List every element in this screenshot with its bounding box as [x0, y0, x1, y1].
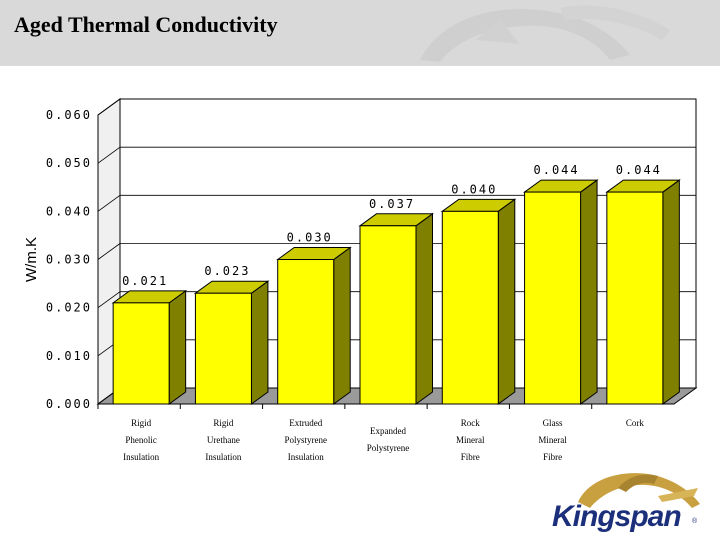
- x-tick-label: Rigid: [131, 418, 152, 428]
- x-tick-label: Cork: [626, 418, 645, 428]
- kingspan-wordmark: Kingspan: [552, 500, 682, 533]
- x-tick-label: Fibre: [461, 452, 480, 462]
- bar: [112, 302, 170, 405]
- y-tick-label: 0.060: [46, 108, 92, 122]
- bar-side: [662, 179, 680, 405]
- header-band: [0, 0, 720, 66]
- x-tick-label: Expanded: [370, 426, 406, 436]
- x-tick-label: Polystyrene: [284, 435, 327, 445]
- x-tick-label: Mineral: [538, 435, 567, 445]
- y-axis-label: W/m.K: [23, 237, 40, 282]
- x-tick-label: Rigid: [213, 418, 234, 428]
- x-tick-label: Insulation: [123, 452, 159, 462]
- x-tick-label: Rock: [461, 418, 480, 428]
- data-label: 0.021: [122, 274, 168, 288]
- bar: [606, 191, 664, 405]
- bar-side: [497, 198, 516, 405]
- x-tick-label: Insulation: [288, 452, 324, 462]
- bar-side: [250, 280, 269, 405]
- kingspan-lion-logo-icon: [578, 473, 700, 508]
- bar-side: [168, 289, 187, 405]
- bar-side: [333, 246, 351, 405]
- x-tick-label: Mineral: [456, 435, 485, 445]
- bar: [524, 191, 582, 405]
- bar: [277, 259, 335, 405]
- y-tick-label: 0.050: [46, 156, 92, 170]
- data-label: 0.037: [369, 197, 415, 211]
- thermal-conductivity-chart: 0.000 0.010 0.020 0.030 0.040 0.050 0.060 W/m.K…: [23, 98, 698, 462]
- bar: [359, 225, 417, 405]
- x-tick-label: Glass: [543, 418, 563, 428]
- bar-side: [415, 212, 433, 405]
- x-tick-label: Extruded: [289, 418, 322, 428]
- bar-side: [580, 179, 598, 405]
- data-label: 0.044: [534, 163, 580, 177]
- data-label: 0.023: [204, 264, 250, 278]
- data-label: 0.040: [451, 182, 497, 196]
- registered-mark: ®: [692, 518, 698, 525]
- x-tick-label: Polystyrene: [367, 443, 410, 453]
- y-tick-label: 0.020: [46, 301, 92, 315]
- page-title: Aged Thermal Conductivity: [14, 12, 278, 37]
- bar: [194, 292, 252, 405]
- bar: [441, 210, 499, 405]
- gridline-side: [97, 98, 121, 116]
- lion-watermark-icon: [420, 5, 670, 62]
- gridline-side: [97, 291, 121, 308]
- x-tick-label: Urethane: [207, 435, 240, 445]
- gridline-side: [97, 146, 121, 164]
- x-tick-label: Fibre: [543, 452, 562, 462]
- data-label: 0.030: [287, 231, 333, 245]
- y-tick-label: 0.010: [46, 349, 92, 363]
- data-label: 0.044: [616, 163, 662, 177]
- y-tick-label: 0.030: [46, 253, 92, 267]
- x-tick-label: Insulation: [205, 452, 241, 462]
- x-tick-label: Phenolic: [125, 435, 157, 445]
- y-tick-label: 0.040: [46, 204, 92, 218]
- gridline-side: [97, 195, 121, 212]
- y-tick-label: 0.000: [46, 397, 92, 411]
- gridline-side: [97, 243, 121, 260]
